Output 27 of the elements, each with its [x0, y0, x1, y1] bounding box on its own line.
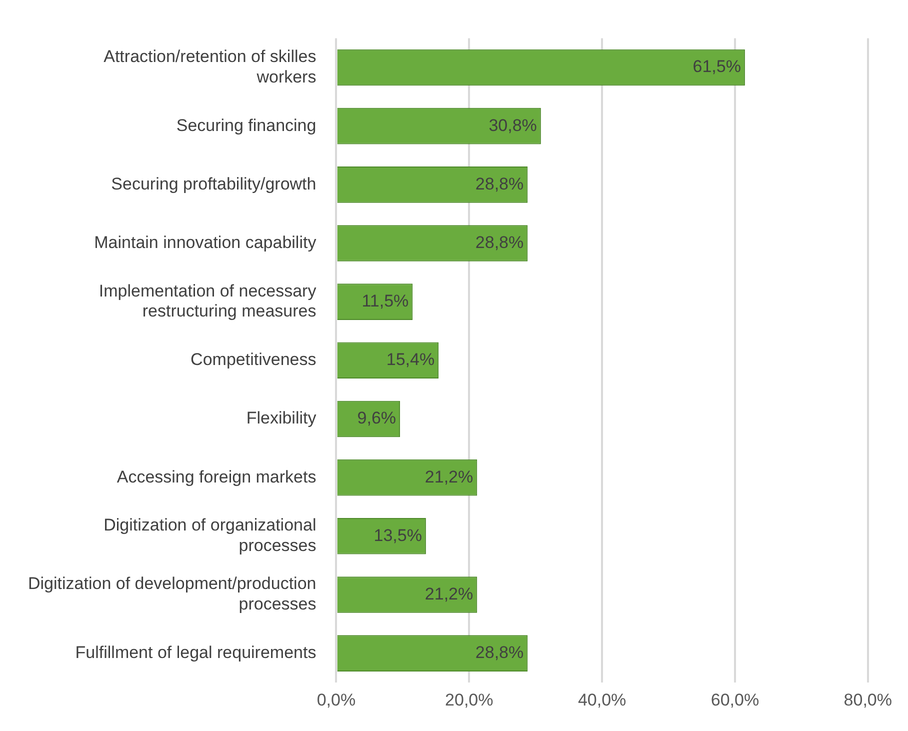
- y-tick-label: Accessing foreign markets: [116, 467, 316, 486]
- data-label: 30,8%: [488, 116, 537, 135]
- data-label: 61,5%: [692, 57, 741, 76]
- data-label: 21,2%: [424, 467, 474, 486]
- data-label: 9,6%: [357, 408, 396, 428]
- x-tick-label: 80,0%: [844, 690, 892, 710]
- y-tick-label: Maintain innovation capability: [94, 232, 317, 252]
- x-tick-label: 20,0%: [445, 690, 494, 710]
- x-tick-label: 60,0%: [710, 690, 760, 710]
- data-label: 21,2%: [424, 584, 474, 604]
- data-label: 13,5%: [374, 526, 422, 545]
- y-tick-label: Digitization of organizational processes: [104, 516, 316, 556]
- data-label: 15,4%: [386, 350, 435, 370]
- y-tick-label: Digitization of development/production processes: [28, 574, 316, 614]
- data-label: 28,8%: [475, 232, 524, 252]
- y-tick-label: Implementation of necessary restructuring measures: [98, 281, 317, 321]
- x-tick-label: 0,0%: [316, 690, 356, 710]
- y-tick-label: Attraction/retention of skilles workers: [104, 46, 316, 86]
- y-tick-label: Securing proftability/growth: [111, 174, 316, 194]
- data-label: 11,5%: [362, 292, 409, 311]
- y-tick-label: Securing financing: [176, 116, 316, 135]
- y-tick-label: Flexibility: [246, 408, 317, 428]
- x-tick-label: 40,0%: [578, 690, 626, 710]
- data-label: 28,8%: [475, 174, 524, 194]
- y-tick-label: Competitiveness: [190, 350, 316, 370]
- y-tick-label: Fulfillment of legal requirements: [75, 642, 316, 662]
- data-label: 28,8%: [475, 642, 524, 662]
